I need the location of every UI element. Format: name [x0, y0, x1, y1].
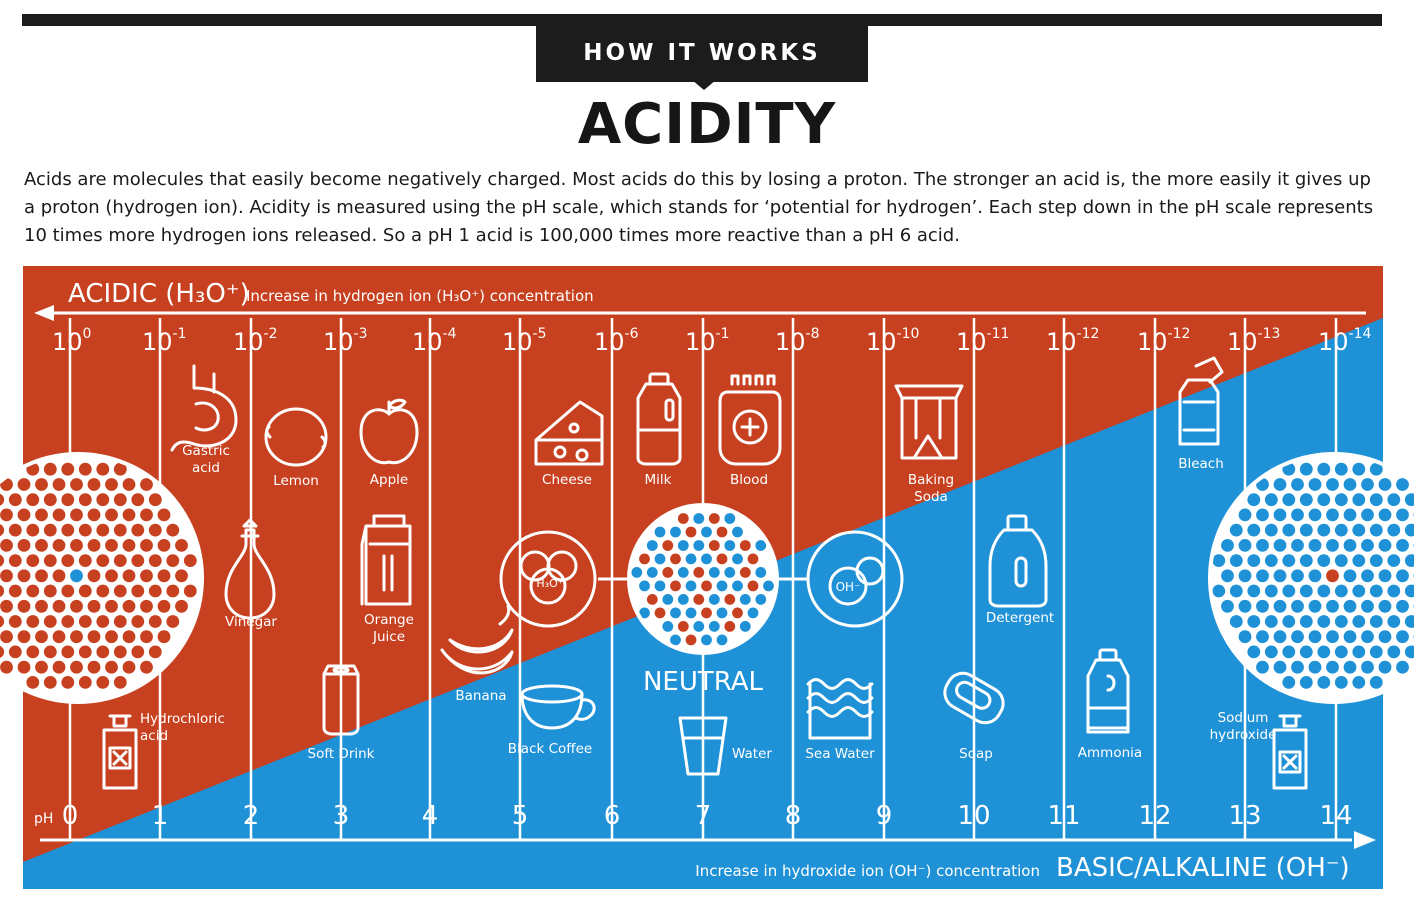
soft-drink-can-icon: [322, 664, 360, 736]
neutral-label: NEUTRAL: [643, 667, 764, 697]
acid-molecule-circle: [0, 452, 204, 704]
ph-value-13: 13: [1228, 801, 1261, 831]
ph-value-8: 8: [785, 801, 802, 831]
label-water: Water: [732, 746, 772, 762]
label-lemon: Lemon: [273, 473, 319, 489]
sea-water-icon: [806, 678, 874, 740]
label-soap: Soap: [959, 746, 993, 762]
cheese-icon: [534, 400, 604, 466]
label-hydrochloric-acid: Hydrochloric acid: [140, 711, 225, 744]
label-gastric-acid: Gastric acid: [182, 443, 230, 476]
vinegar-bottle-icon: [224, 518, 276, 620]
concentration-label-7: 10-1: [685, 326, 730, 356]
banana-icon: [440, 604, 514, 675]
ammonia-bottle-icon: [1086, 648, 1130, 734]
label-detergent: Detergent: [986, 610, 1054, 626]
ph-value-0: 0: [62, 801, 79, 831]
stomach-icon: [170, 364, 238, 452]
concentration-label-10: 10-11: [956, 326, 1009, 356]
concentration-label-3: 10-3: [323, 326, 368, 356]
hydroxide-label: OH⁻: [836, 580, 861, 594]
ph-value-7: 7: [695, 801, 712, 831]
concentration-label-1: 10-1: [142, 326, 187, 356]
label-banana: Banana: [455, 688, 506, 704]
concentration-label-9: 10-10: [866, 326, 919, 356]
blood-bag-icon: [718, 374, 782, 466]
orange-juice-carton-icon: [360, 514, 412, 606]
ph-prefix: pH: [34, 811, 53, 827]
hydronium-ion-icon: [499, 530, 597, 628]
ph-value-4: 4: [422, 801, 439, 831]
base-molecule-circle: [1208, 452, 1414, 704]
concentration-label-2: 10-2: [233, 326, 278, 356]
concentration-label-5: 10-5: [502, 326, 547, 356]
label-sodium-hydroxide: Sodium hydroxide: [1210, 710, 1277, 743]
water-glass-icon: [678, 716, 728, 776]
concentration-label-4: 10-4: [412, 326, 457, 356]
concentration-label-14: 10-14: [1318, 326, 1372, 356]
ph-value-14: 14: [1319, 801, 1352, 831]
label-blood: Blood: [730, 472, 768, 488]
basic-axis-arrow: [1354, 831, 1376, 849]
concentration-label-11: 10-12: [1046, 326, 1099, 356]
label-sea-water: Sea Water: [805, 746, 875, 762]
hydronium-label: H₃O⁺: [536, 577, 563, 590]
acidic-axis-arrow: [34, 305, 54, 321]
hydroxide-ion-icon: [806, 530, 904, 628]
baking-soda-box-icon: [894, 384, 964, 460]
detergent-bottle-icon: [988, 514, 1048, 608]
sodium-hydroxide-bottle-icon: [1272, 714, 1308, 790]
ph-value-9: 9: [876, 801, 893, 831]
label-ammonia: Ammonia: [1078, 745, 1142, 761]
section-tag-pointer: [692, 80, 716, 90]
acidic-axis-caption: Increase in hydrogen ion (H₃O⁺) concentr…: [246, 287, 594, 305]
concentration-label-13: 10-13: [1227, 326, 1280, 356]
label-cheese: Cheese: [542, 472, 592, 488]
label-baking-soda: Baking Soda: [908, 472, 954, 505]
acidic-axis-label: ACIDIC (H₃O⁺): [68, 279, 250, 309]
basic-axis-caption: Increase in hydroxide ion (OH⁻) concentr…: [695, 862, 1040, 880]
label-bleach: Bleach: [1178, 456, 1224, 472]
section-tag: HOW IT WORKS: [536, 24, 868, 82]
basic-axis-label: BASIC/ALKALINE (OH⁻): [1056, 853, 1350, 883]
label-black-coffee: Black Coffee: [508, 741, 592, 757]
label-milk: Milk: [645, 472, 672, 488]
ph-value-1: 1: [152, 801, 169, 831]
label-apple: Apple: [370, 472, 408, 488]
ph-value-6: 6: [604, 801, 621, 831]
ph-value-2: 2: [243, 801, 260, 831]
concentration-label-8: 10-8: [775, 326, 820, 356]
coffee-cup-icon: [520, 684, 596, 730]
concentration-label-0: 100: [52, 326, 91, 356]
ph-value-11: 11: [1047, 801, 1080, 831]
soap-bar-icon: [943, 671, 1005, 725]
ph-value-12: 12: [1138, 801, 1171, 831]
milk-bottle-icon: [636, 372, 682, 466]
page-title: ACIDITY: [577, 92, 837, 157]
intro-paragraph: Acids are molecules that easily become n…: [24, 169, 1374, 246]
label-orange-juice: Orange Juice: [364, 612, 414, 645]
lemon-icon: [264, 407, 328, 467]
ph-value-10: 10: [957, 801, 990, 831]
label-soft-drink: Soft Drink: [308, 746, 375, 762]
concentration-label-6: 10-6: [594, 326, 639, 356]
neutral-molecule-circle: [627, 503, 779, 655]
ph-value-5: 5: [512, 801, 529, 831]
label-vinegar: Vinegar: [225, 614, 277, 630]
hydrochloric-acid-bottle-icon: [102, 714, 138, 790]
top-rule: [22, 14, 1382, 26]
bleach-bottle-icon: [1178, 356, 1224, 446]
apple-icon: [359, 398, 419, 465]
ph-value-3: 3: [333, 801, 350, 831]
concentration-label-12: 10-12: [1137, 326, 1190, 356]
